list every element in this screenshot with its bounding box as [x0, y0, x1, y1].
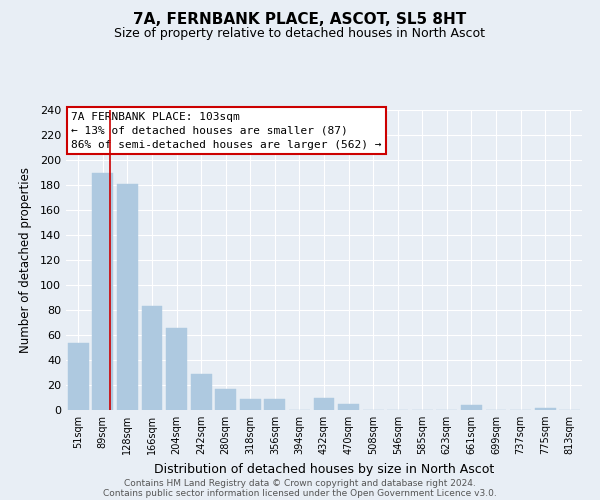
Bar — [68, 342, 89, 410]
Bar — [191, 374, 212, 410]
Bar — [265, 399, 286, 410]
Y-axis label: Number of detached properties: Number of detached properties — [19, 167, 32, 353]
Bar — [535, 408, 556, 410]
X-axis label: Distribution of detached houses by size in North Ascot: Distribution of detached houses by size … — [154, 462, 494, 475]
Text: 7A FERNBANK PLACE: 103sqm
← 13% of detached houses are smaller (87)
86% of semi-: 7A FERNBANK PLACE: 103sqm ← 13% of detac… — [71, 112, 382, 150]
Bar — [142, 306, 163, 410]
Bar — [92, 172, 113, 410]
Bar — [215, 389, 236, 410]
Bar — [240, 399, 261, 410]
Bar — [314, 398, 334, 410]
Bar — [338, 404, 359, 410]
Text: Size of property relative to detached houses in North Ascot: Size of property relative to detached ho… — [115, 28, 485, 40]
Bar — [461, 405, 482, 410]
Bar — [166, 328, 187, 410]
Text: Contains HM Land Registry data © Crown copyright and database right 2024.: Contains HM Land Registry data © Crown c… — [124, 478, 476, 488]
Text: Contains public sector information licensed under the Open Government Licence v3: Contains public sector information licen… — [103, 488, 497, 498]
Bar — [117, 184, 138, 410]
Text: 7A, FERNBANK PLACE, ASCOT, SL5 8HT: 7A, FERNBANK PLACE, ASCOT, SL5 8HT — [133, 12, 467, 28]
